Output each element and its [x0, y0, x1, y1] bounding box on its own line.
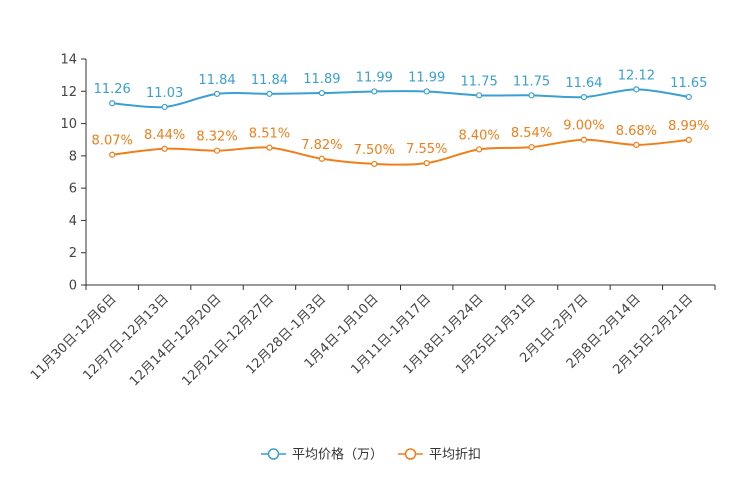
- data-point[interactable]: [685, 136, 692, 143]
- legend-item-average-discount[interactable]: 平均折扣: [398, 448, 481, 463]
- chart-axes: 0246810121411月30日-12月6日12月7日-12月13日12月14…: [28, 53, 716, 389]
- data-label: 8.54%: [511, 126, 552, 141]
- y-tick-label: 2: [69, 246, 77, 261]
- legend-label: 平均价格（万）: [292, 447, 383, 463]
- data-point[interactable]: [371, 88, 378, 95]
- series-line: [112, 88, 689, 109]
- data-point[interactable]: [633, 86, 640, 93]
- data-label: 8.07%: [92, 134, 133, 149]
- x-tick-label: 11月30日-12月6日: [28, 292, 120, 384]
- y-tick-label: 14: [60, 53, 77, 68]
- data-label: 11.89: [303, 72, 340, 87]
- x-tick-label: 12月21日-12月27日: [179, 292, 276, 389]
- data-label: 7.55%: [406, 142, 447, 157]
- chart-legend[interactable]: 平均价格（万） 平均折扣: [261, 447, 481, 463]
- y-tick-label: 10: [60, 117, 77, 132]
- data-label: 8.51%: [249, 127, 290, 142]
- data-label: 8.32%: [196, 130, 237, 145]
- data-label: 8.68%: [616, 124, 657, 139]
- data-point[interactable]: [371, 160, 378, 168]
- x-tick-label: 12月14日-12月20日: [127, 292, 224, 389]
- y-tick-label: 8: [69, 149, 77, 164]
- series-layer: 11.26 11.03 11.84 11.84 11.89 11.99 11.99 11.75…: [92, 68, 709, 168]
- data-label: 11.65: [670, 76, 707, 91]
- legend-marker: [267, 448, 280, 460]
- data-label: 11.75: [513, 74, 550, 89]
- data-point[interactable]: [161, 103, 168, 111]
- y-tick-label: 4: [69, 214, 77, 229]
- data-label: 11.99: [408, 70, 445, 85]
- data-label: 8.40%: [458, 128, 499, 143]
- data-label: 11.84: [198, 73, 235, 88]
- data-point[interactable]: [318, 155, 325, 162]
- y-tick-label: 12: [60, 85, 77, 100]
- data-point[interactable]: [213, 147, 221, 154]
- data-point[interactable]: [685, 93, 692, 101]
- data-label: 11.03: [146, 86, 183, 101]
- data-label: 7.50%: [354, 143, 395, 158]
- data-point[interactable]: [423, 160, 430, 167]
- data-point[interactable]: [266, 90, 273, 97]
- y-tick-label: 0: [69, 279, 77, 294]
- data-label: 11.64: [565, 76, 602, 91]
- data-point[interactable]: [318, 89, 325, 97]
- data-point[interactable]: [109, 100, 116, 107]
- data-point[interactable]: [476, 146, 483, 153]
- data-point[interactable]: [580, 136, 588, 143]
- series-average-price: 11.26 11.03 11.84 11.84 11.89 11.99 11.99 11.75…: [94, 68, 707, 111]
- data-point[interactable]: [161, 145, 168, 152]
- data-label: 7.82%: [301, 138, 342, 153]
- data-label: 12.12: [618, 68, 655, 83]
- data-label: 8.99%: [668, 119, 709, 134]
- data-label: 11.99: [356, 70, 393, 85]
- series-average-discount: 8.07% 8.44% 8.32% 8.51% 7.82% 7.50% 7.55% 8.40%…: [92, 119, 709, 168]
- data-label: 11.84: [251, 73, 288, 88]
- data-point[interactable]: [423, 88, 430, 95]
- data-point[interactable]: [528, 92, 535, 99]
- data-point[interactable]: [476, 92, 483, 99]
- data-point[interactable]: [213, 90, 221, 97]
- data-label: 9.00%: [563, 119, 604, 134]
- data-label: 11.75: [461, 74, 498, 89]
- data-point[interactable]: [266, 144, 273, 151]
- data-point[interactable]: [528, 144, 535, 151]
- data-point[interactable]: [109, 151, 116, 158]
- y-tick-label: 6: [69, 182, 77, 197]
- legend-item-average-price[interactable]: 平均价格（万）: [261, 447, 383, 463]
- data-point[interactable]: [633, 141, 640, 148]
- series-line: [112, 138, 689, 166]
- legend-label: 平均折扣: [429, 448, 481, 463]
- data-point[interactable]: [580, 93, 588, 101]
- legend-marker: [404, 448, 417, 460]
- data-label: 8.44%: [144, 128, 185, 143]
- data-label: 11.26: [94, 82, 131, 97]
